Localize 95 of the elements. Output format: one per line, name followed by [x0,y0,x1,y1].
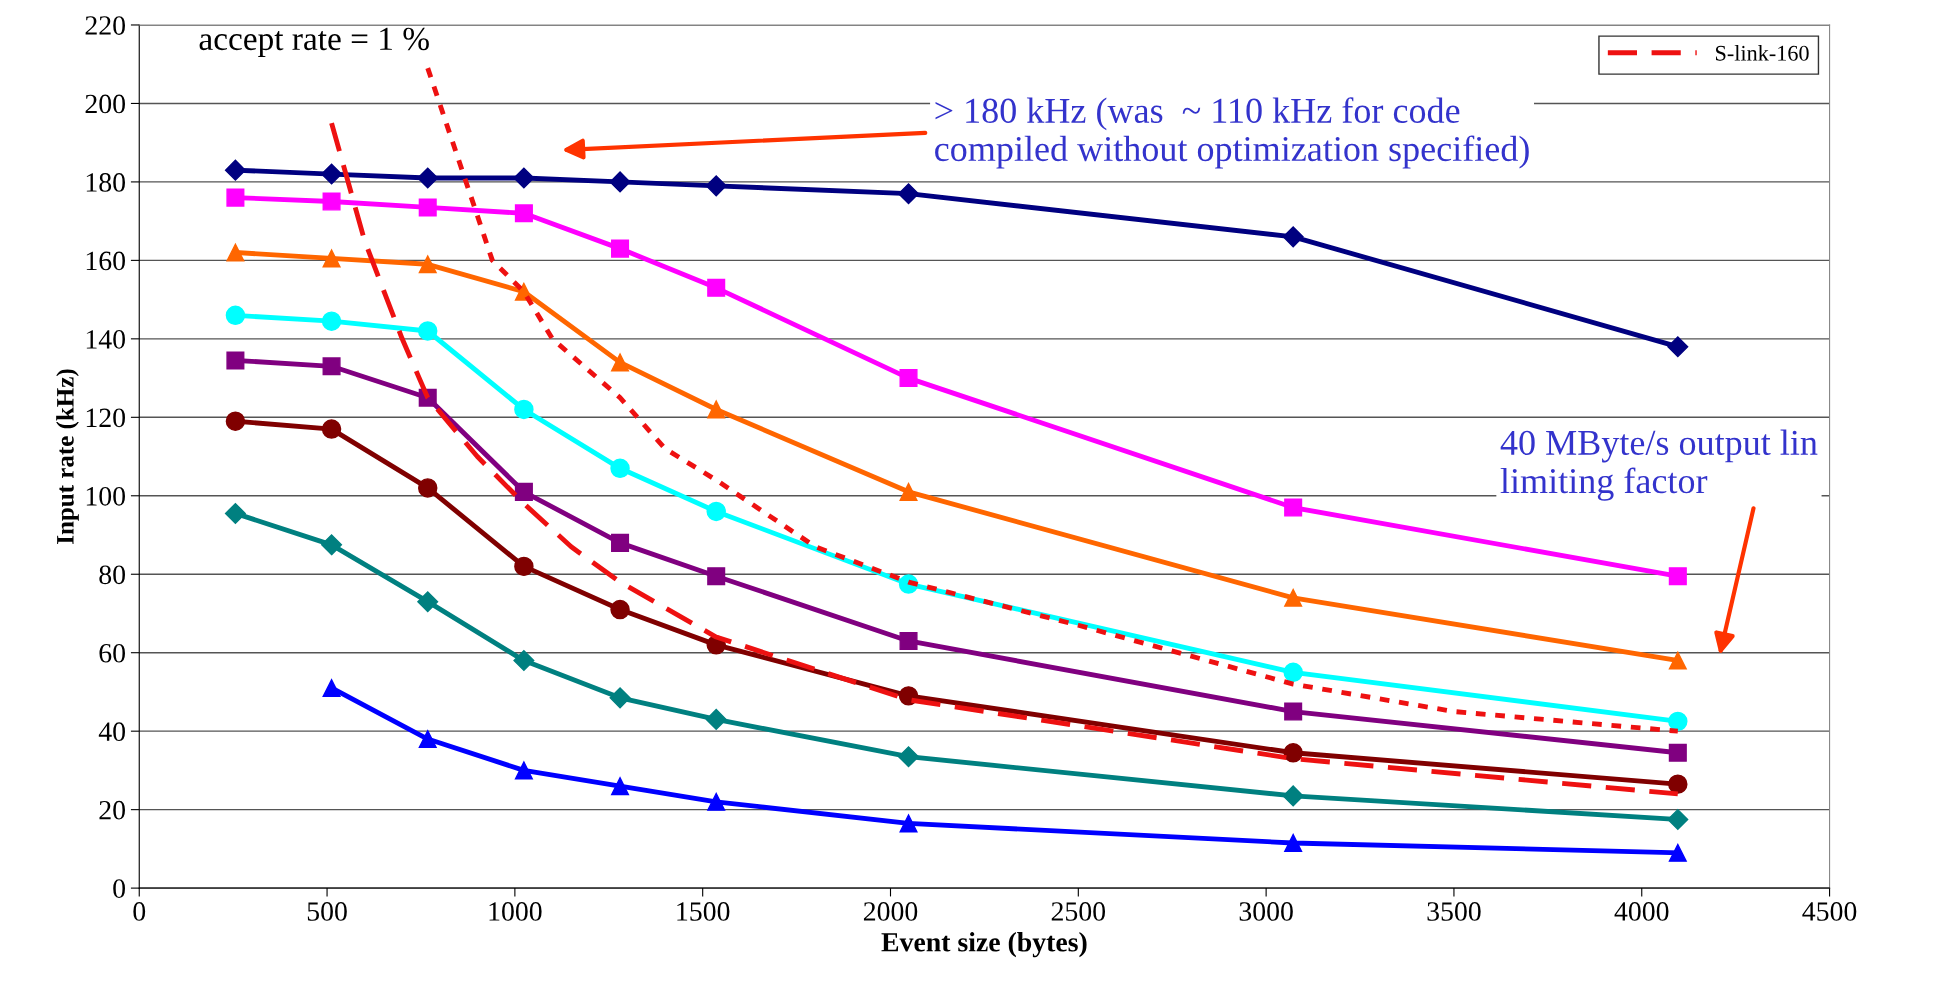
y-tick-label: 0 [113,879,125,899]
point [1284,498,1303,517]
point [610,458,630,479]
point [321,419,342,439]
point [322,678,341,698]
x-tick-label: 1500 [677,902,730,921]
point [899,814,918,833]
point [513,167,535,189]
point [610,599,630,620]
point [898,746,920,768]
point [225,305,246,326]
y-tick-label: 100 [86,486,125,506]
point [1283,662,1303,683]
point [322,249,341,268]
point [418,321,438,341]
point [418,255,437,274]
point [1284,588,1303,607]
point [707,278,726,297]
x-tick-label: 1000 [489,902,542,921]
y-tick-label: 120 [86,408,125,428]
point [418,729,437,749]
x-tick-label: 4000 [1614,902,1669,921]
point [418,478,438,498]
x-tick-label: 2500 [1051,902,1106,921]
y-tick-label: 180 [86,173,125,192]
point [899,369,918,388]
point [609,171,631,193]
point [321,534,343,556]
point [417,591,439,613]
point [226,188,245,207]
point [224,502,246,524]
point [224,159,246,181]
point [1282,785,1304,807]
point [898,686,919,706]
point [418,198,437,217]
y-tick-label: 160 [86,251,125,271]
point [1668,774,1688,794]
annotation: 40 MByte/s output lin limiting factor [1500,429,1818,501]
point [611,353,630,372]
point [514,482,533,501]
point [1284,833,1303,853]
point [705,175,727,197]
x-tick-label: 2000 [863,902,918,921]
point [321,163,343,185]
point [899,482,918,501]
x-tick-label: 3000 [1239,902,1293,921]
point [611,239,630,258]
point [1668,743,1687,762]
y-tick-label: 200 [85,94,125,114]
x-tick-label: 0 [133,902,146,921]
annotation: accept rate = 1 % [199,27,429,57]
point [705,708,727,730]
x-tick-label: 3500 [1427,902,1481,921]
point [706,501,726,522]
annotation: > 180 kHz (was ~ 110 kHz for code compiled without optimization specified) [935,97,1529,169]
point [513,650,535,672]
point [609,687,631,709]
point [1282,226,1304,248]
point [707,792,726,811]
x-axis-title: Event size (bytes) [881,932,1087,958]
point [1668,567,1687,586]
point [611,533,630,552]
y-tick-label: 140 [86,330,125,349]
y-tick-label: 80 [99,565,125,585]
x-tick-label: 500 [307,902,347,921]
point [514,399,534,420]
point [226,351,245,370]
y-tick-label: 60 [99,643,125,663]
point [514,761,533,780]
point [1284,702,1303,721]
y-tick-label: 20 [99,800,125,820]
point [321,311,342,331]
y-tick-label: 40 [98,722,125,742]
point [226,243,245,262]
point [1667,808,1689,830]
point [1668,651,1687,670]
point [898,183,920,205]
point [707,400,726,419]
point [514,204,533,223]
x-tick-label: 4500 [1802,902,1857,921]
point [707,567,726,586]
point [1283,743,1303,763]
point [1668,843,1687,862]
y-tick-label: 220 [85,16,125,35]
point [322,357,341,376]
point [611,777,630,796]
point [1667,336,1689,358]
point [514,556,534,577]
legend-label: S-link-160 [1715,45,1809,61]
point [899,631,918,650]
point [322,192,341,211]
point [417,167,439,189]
point [1668,711,1688,732]
y-axis-title: Input rate (kHz) [56,369,79,544]
point [225,411,246,431]
